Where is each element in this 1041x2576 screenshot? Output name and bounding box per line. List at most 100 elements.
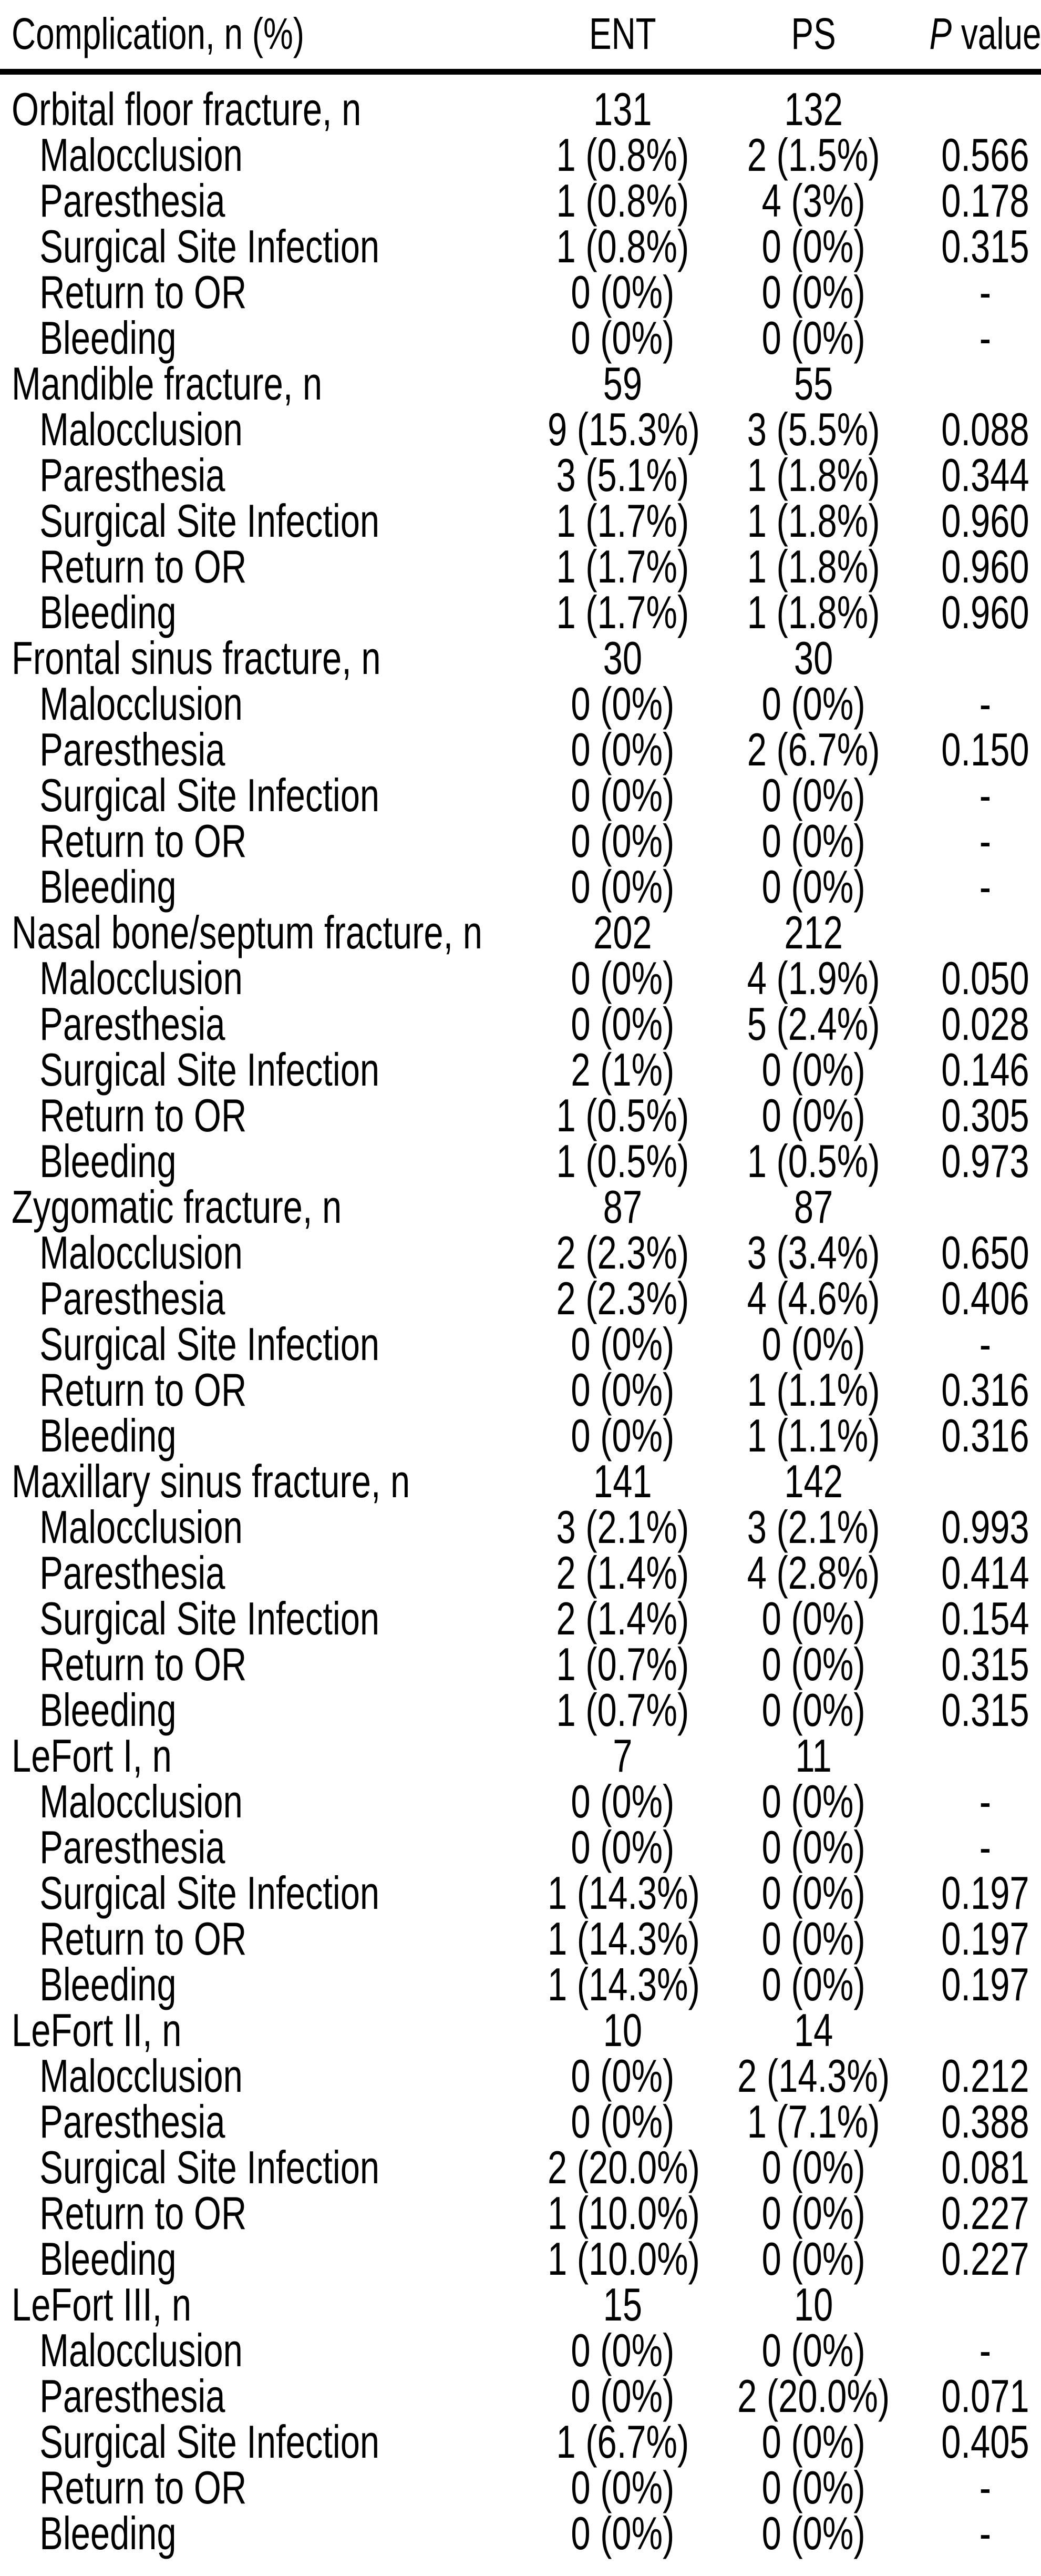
ent-cell: 1 (10.0%) [547, 2187, 700, 2239]
ps-cell: 0 (0%) [761, 2141, 865, 2193]
group-row: LeFort I, n 7 11 [0, 1730, 1041, 1782]
ps-cell: 0 (0%) [761, 1638, 865, 1690]
complication-row: Return to OR 1 (14.3%) 0 (0%) 0.197 [0, 1916, 1041, 1962]
complication-label: Bleeding [39, 2507, 177, 2559]
complication-label: Surgical Site Infection [39, 769, 380, 821]
ps-cell: 5 (2.4%) [747, 998, 880, 1050]
group-label: Nasal bone/septum fracture, n [12, 906, 482, 958]
complication-row: Paresthesia 1 (0.8%) 4 (3%) 0.178 [0, 175, 1041, 227]
p-value-cell: 0.344 [941, 449, 1029, 501]
complication-row: Bleeding 0 (0%) 1 (1.1%) 0.316 [0, 1409, 1041, 1461]
p-value-cell: 0.316 [941, 1364, 1029, 1416]
p-value-cell: 0.197 [941, 1958, 1029, 2010]
ps-cell: 0 (0%) [761, 1821, 865, 1873]
ent-cell: 0 (0%) [571, 1821, 675, 1873]
p-value-cell: - [979, 1775, 992, 1827]
complication-row: Paresthesia 0 (0%) 1 (7.1%) 0.388 [0, 2095, 1041, 2148]
ent-cell: 9 (15.3%) [547, 403, 700, 455]
ent-cell: 2 (20.0%) [547, 2141, 700, 2193]
ent-n-cell: 131 [593, 83, 652, 135]
complication-label: Paresthesia [39, 1272, 225, 1324]
ps-cell: 0 (0%) [761, 678, 865, 730]
complication-row: Bleeding 0 (0%) 0 (0%) - [0, 2507, 1041, 2559]
ent-cell: 1 (0.7%) [556, 1638, 689, 1690]
complication-row: Malocclusion 0 (0%) 4 (1.9%) 0.050 [0, 955, 1041, 1001]
complication-row: Return to OR 1 (1.7%) 1 (1.8%) 0.960 [0, 540, 1041, 592]
complication-row: Return to OR 0 (0%) 0 (0%) - [0, 818, 1041, 864]
ps-cell: 0 (0%) [761, 2187, 865, 2239]
complication-label: Bleeding [39, 861, 177, 913]
group-label: LeFort II, n [12, 2004, 182, 2056]
group-row: Nasal bone/septum fracture, n 202 212 [0, 906, 1041, 958]
p-value-cell [930, 361, 1041, 406]
ps-cell: 0 (0%) [761, 1592, 865, 1644]
complication-label: Paresthesia [39, 723, 225, 775]
p-value-cell: 0.960 [941, 495, 1029, 547]
ps-cell: 1 (0.5%) [747, 1135, 880, 1187]
ps-n-cell: 14 [793, 2004, 833, 2056]
complication-label: Malocclusion [39, 403, 243, 455]
group-label: Orbital floor fracture, n [12, 83, 362, 135]
ent-n-cell: 202 [593, 906, 652, 958]
p-value-cell: 0.388 [941, 2095, 1029, 2148]
complication-label: Malocclusion [39, 952, 243, 1004]
complication-label: Paresthesia [39, 998, 225, 1050]
ent-cell: 0 (0%) [571, 2324, 675, 2376]
ps-cell: 2 (20.0%) [737, 2370, 890, 2422]
ent-cell: 2 (2.3%) [556, 1226, 689, 1279]
complication-row: Paresthesia 0 (0%) 2 (6.7%) 0.150 [0, 723, 1041, 775]
complication-row: Bleeding 0 (0%) 0 (0%) - [0, 315, 1041, 361]
group-label: Frontal sinus fracture, n [12, 632, 381, 684]
ent-cell: 0 (0%) [571, 2095, 675, 2148]
p-value-cell [930, 635, 1041, 681]
p-value-cell: 0.305 [941, 1089, 1029, 1141]
complication-row: Malocclusion 0 (0%) 0 (0%) - [0, 2324, 1041, 2376]
ent-cell: 0 (0%) [571, 723, 675, 775]
p-value-cell: 0.197 [941, 1867, 1029, 1919]
complication-label: Malocclusion [39, 129, 243, 181]
ps-cell: 1 (1.1%) [747, 1409, 880, 1461]
complication-row: Surgical Site Infection 1 (0.8%) 0 (0%) … [0, 220, 1041, 272]
ent-cell: 0 (0%) [571, 1775, 675, 1827]
p-value-cell: 0.650 [941, 1226, 1029, 1279]
p-value-cell: - [979, 769, 992, 821]
group-row: Orbital floor fracture, n 131 132 [0, 86, 1041, 132]
ent-cell: 1 (6.7%) [556, 2416, 689, 2468]
p-value-cell: 0.227 [941, 2233, 1029, 2285]
ps-cell: 4 (4.6%) [747, 1272, 880, 1324]
p-value-cell: 0.071 [941, 2370, 1029, 2422]
complication-label: Surgical Site Infection [39, 220, 380, 272]
ps-cell: 0 (0%) [761, 1775, 865, 1827]
ps-n-cell: 212 [784, 906, 843, 958]
p-value-cell: 0.081 [941, 2141, 1029, 2193]
ent-cell: 0 (0%) [571, 266, 675, 318]
ent-cell: 2 (1.4%) [556, 1547, 689, 1599]
p-value-cell: - [979, 1318, 992, 1370]
column-header-pvalue: P value [930, 7, 1041, 69]
p-value-cell: - [979, 861, 992, 913]
p-value-cell: 0.960 [941, 540, 1029, 592]
complication-row: Surgical Site Infection 2 (1%) 0 (0%) 0.… [0, 1047, 1041, 1093]
ps-n-cell: 11 [795, 1730, 832, 1782]
column-header-ps: PS [791, 9, 836, 58]
ps-cell: 3 (5.5%) [747, 403, 880, 455]
table-header-row: Complication, n (%) ENT PS P value [0, 0, 1041, 75]
complication-label: Malocclusion [39, 1775, 243, 1827]
column-header-ent: ENT [589, 9, 656, 58]
complication-label: Malocclusion [39, 1226, 243, 1279]
complication-row: Paresthesia 0 (0%) 2 (20.0%) 0.071 [0, 2373, 1041, 2419]
ent-cell: 1 (0.8%) [556, 220, 689, 272]
p-value-cell: 0.315 [941, 220, 1029, 272]
p-value-cell [930, 1733, 1041, 1778]
ent-cell: 3 (2.1%) [556, 1501, 689, 1553]
ent-cell: 0 (0%) [571, 1318, 675, 1370]
ps-cell: 4 (3%) [761, 175, 865, 227]
ent-cell: 1 (0.7%) [556, 1684, 689, 1736]
ps-cell: 2 (14.3%) [737, 2050, 890, 2102]
group-label: Zygomatic fracture, n [12, 1181, 342, 1233]
complication-row: Bleeding 1 (0.7%) 0 (0%) 0.315 [0, 1687, 1041, 1733]
ent-n-cell: 30 [603, 632, 643, 684]
p-value-cell: 0.566 [941, 129, 1029, 181]
ps-cell: 0 (0%) [761, 2416, 865, 2468]
p-value-cell: 0.227 [941, 2187, 1029, 2239]
